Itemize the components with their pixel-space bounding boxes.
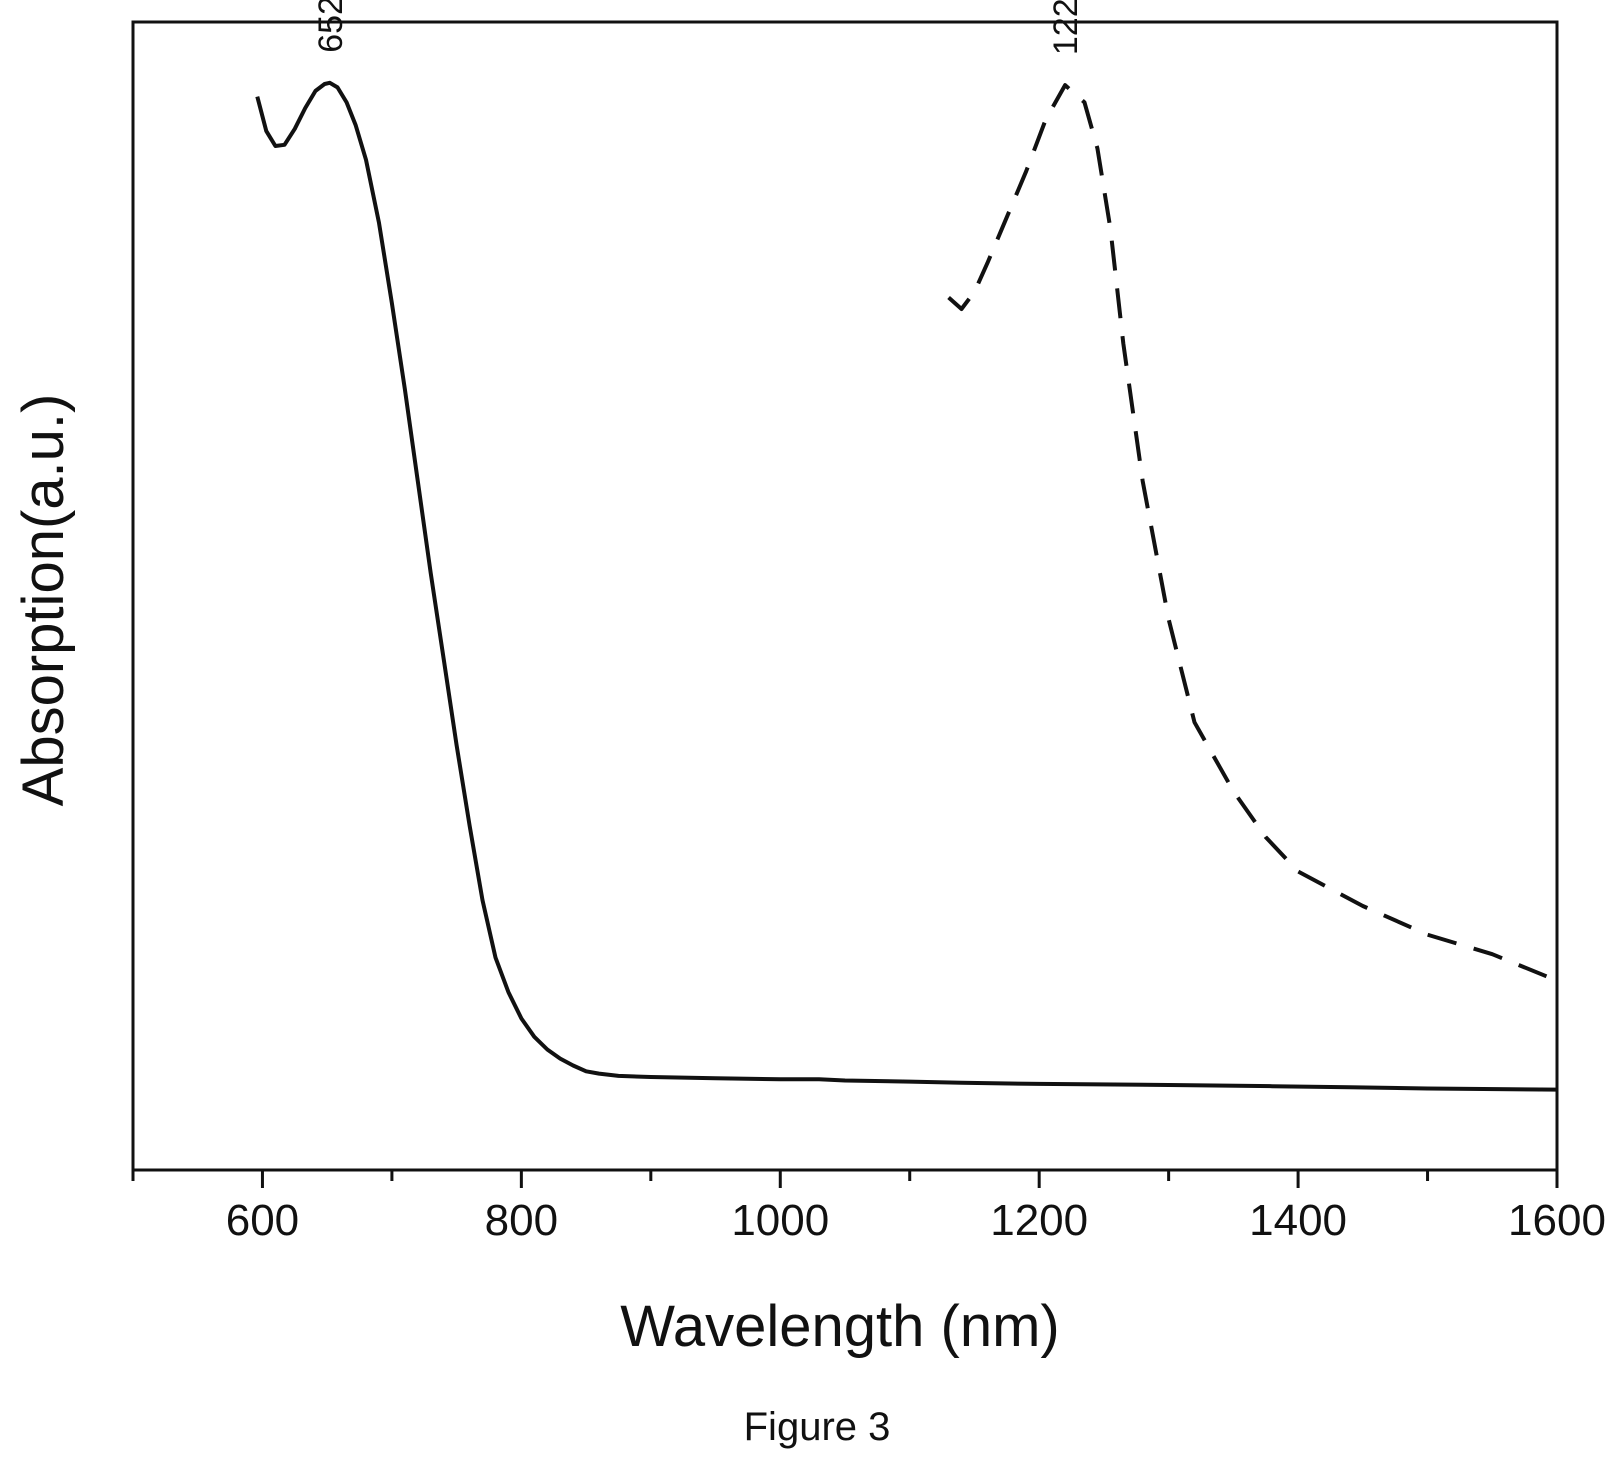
peak-annotation: 652nm — [312, 0, 350, 53]
x-tick-label: 1400 — [1249, 1196, 1347, 1245]
x-axis-ticks: 600 800 1000 1200 1400 1600 — [131, 1170, 1606, 1245]
plot-border — [131, 20, 1559, 1172]
x-tick-label: 800 — [485, 1196, 558, 1245]
x-tick-label: 1000 — [731, 1196, 829, 1245]
figure-caption: Figure 3 — [744, 1405, 891, 1449]
plot-frame — [131, 20, 1559, 1172]
series-layer — [255, 80, 1558, 1092]
dashed-absorption-line — [947, 83, 1558, 983]
annotation-layer: 652nm 1220nm — [312, 0, 1085, 55]
solid-absorption-line — [255, 80, 1558, 1092]
x-tick-label: 1600 — [1508, 1196, 1606, 1245]
x-axis-title: Wavelength (nm) — [620, 1294, 1059, 1359]
x-tick-label: 1200 — [990, 1196, 1088, 1245]
x-tick-label: 600 — [226, 1196, 299, 1245]
peak-annotation: 1220nm — [1047, 0, 1085, 55]
y-axis-title: Absorption(a.u.) — [11, 394, 76, 807]
